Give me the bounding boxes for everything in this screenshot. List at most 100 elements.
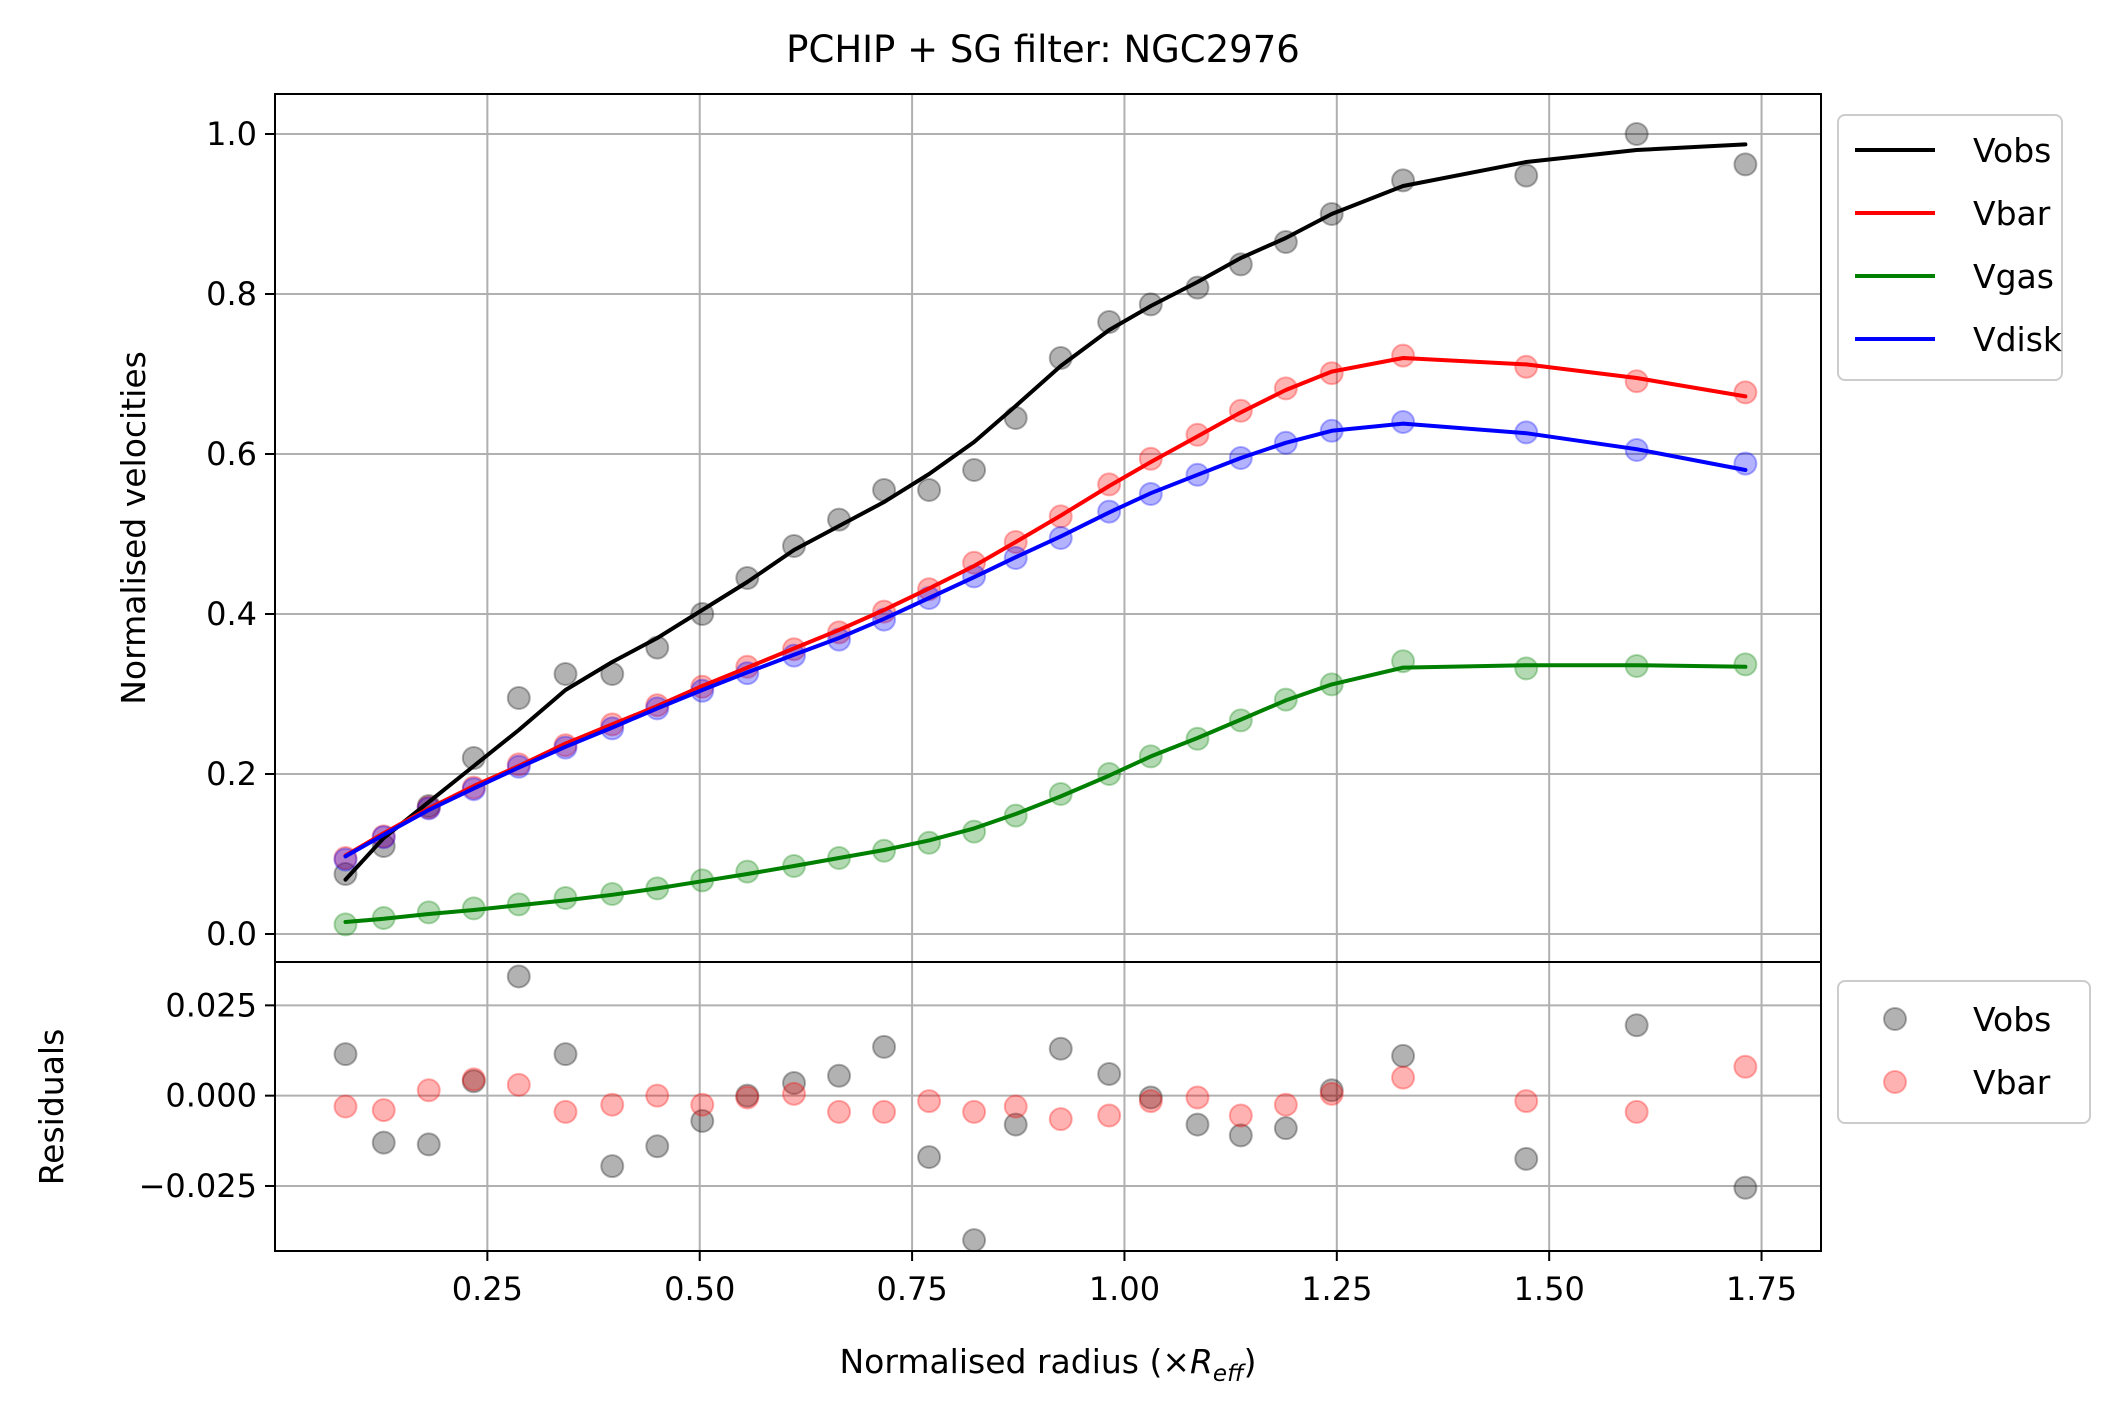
residual-point-vobs: [1185, 1112, 1210, 1137]
data-point-vobs: [1733, 152, 1758, 177]
residual-series-vbar: [333, 1054, 1758, 1132]
residual-point-vobs: [962, 1228, 987, 1253]
velocity-legend-box: [1837, 114, 2063, 381]
residual-point-vobs: [735, 1083, 760, 1108]
residual-point-vbar: [553, 1099, 578, 1124]
residual-point-vobs: [1391, 1043, 1416, 1068]
residual-point-vbar: [333, 1094, 358, 1119]
legend-marker-vbar: [1883, 1070, 1907, 1094]
velocity-panel: 0.0 0.2 0.4 0.6 0.8 1.0 Normalised velocities: [114, 93, 1822, 963]
residual-point-vbar: [416, 1078, 441, 1103]
data-point-vobs: [1624, 122, 1649, 146]
residual-point-vobs: [506, 964, 531, 989]
velocity-y-ticks: 0.0 0.2 0.4 0.6 0.8 1.0: [206, 115, 275, 953]
residual-point-vobs: [1733, 1175, 1758, 1200]
residual-point-vbar: [461, 1067, 486, 1092]
residuals-grid: [275, 962, 1821, 1251]
residual-point-vbar: [1138, 1089, 1163, 1114]
residual-point-vbar: [600, 1092, 625, 1117]
top-y-tick-label: 0.2: [206, 755, 257, 793]
residual-point-vbar: [645, 1083, 670, 1108]
residuals-y-ticks: −0.025 0.000 0.025: [139, 986, 275, 1205]
residuals-legend-box: [1837, 980, 2091, 1124]
legend-label-vdisk: Vdisk: [1973, 320, 2063, 359]
residual-point-vobs: [645, 1134, 670, 1159]
data-point-vobs: [917, 478, 942, 502]
residual-point-vbar: [1048, 1107, 1073, 1132]
residual-point-vbar: [1228, 1103, 1253, 1128]
velocity-series: [333, 122, 1758, 937]
residuals-series: [333, 964, 1758, 1253]
residual-point-vobs: [1138, 1085, 1163, 1110]
top-y-tick-label: 0.6: [206, 435, 257, 473]
legend-label-vobs: Vobs: [1973, 1000, 2051, 1039]
residual-point-vbar: [1185, 1085, 1210, 1110]
legend-label-vbar: Vbar: [1973, 194, 2051, 233]
x-axis-label: Normalised radius (×Reff): [839, 1342, 1256, 1387]
data-point-vgas: [1514, 656, 1539, 681]
residual-point-vobs: [333, 1042, 358, 1067]
data-point-vobs: [553, 662, 578, 686]
residual-point-vobs: [1624, 1013, 1649, 1038]
residual-point-vbar: [1391, 1065, 1416, 1090]
residual-point-vobs: [1514, 1146, 1539, 1171]
chart-title: PCHIP + SG filter: NGC2976: [786, 28, 1300, 71]
data-point-vbar: [1733, 380, 1758, 405]
series-line-vgas: [343, 663, 1748, 924]
velocity-y-axis-label: Normalised velocities: [114, 351, 153, 705]
residual-point-vbar: [782, 1081, 807, 1106]
residual-point-vbar: [690, 1092, 715, 1117]
residual-point-vobs: [917, 1145, 942, 1170]
velocity-legend: Vobs Vbar Vgas Vdisk: [1837, 114, 2063, 381]
residual-point-vbar: [1514, 1089, 1539, 1114]
data-point-vbar: [1391, 343, 1416, 368]
residual-series-vobs: [333, 964, 1758, 1253]
series-line-vobs: [343, 142, 1748, 882]
top-y-tick-label: 0.0: [206, 915, 257, 953]
residual-point-vobs: [872, 1034, 897, 1059]
top-y-tick-label: 0.8: [206, 275, 257, 313]
x-tick-label: 0.75: [876, 1270, 947, 1308]
bot-y-tick-label: −0.025: [139, 1167, 257, 1205]
residuals-panel: −0.025 0.000 0.025 0.25 0.50 0.75 1.00 1.25 1.5…: [32, 961, 1822, 1387]
residual-point-vbar: [1273, 1092, 1298, 1117]
residual-point-vbar: [1003, 1094, 1028, 1119]
x-tick-label: 1.25: [1301, 1270, 1372, 1308]
data-point-vobs: [506, 686, 531, 710]
residual-point-vbar: [1733, 1054, 1758, 1079]
residual-point-vobs: [1003, 1112, 1028, 1137]
legend-label-vgas: Vgas: [1973, 257, 2054, 296]
residual-point-vobs: [690, 1108, 715, 1133]
data-point-vobs: [1514, 163, 1539, 188]
legend-label-vobs: Vobs: [1973, 131, 2051, 170]
residual-point-vbar: [735, 1085, 760, 1110]
residual-point-vobs: [1273, 1116, 1298, 1141]
residual-point-vobs: [371, 1130, 396, 1155]
x-tick-label: 1.50: [1514, 1270, 1585, 1308]
residual-point-vbar: [1624, 1099, 1649, 1124]
top-y-tick-label: 0.4: [206, 595, 257, 633]
residual-point-vbar: [827, 1099, 852, 1124]
residual-point-vobs: [827, 1063, 852, 1088]
x-tick-label: 0.25: [452, 1270, 523, 1308]
x-tick-label: 1.00: [1089, 1270, 1160, 1308]
residual-point-vobs: [1319, 1078, 1344, 1103]
data-point-vobs: [962, 458, 987, 482]
residuals-x-ticks: 0.25 0.50 0.75 1.00 1.25 1.50 1.75: [452, 1251, 1797, 1308]
residual-point-vbar: [917, 1089, 942, 1114]
data-point-vgas: [333, 912, 358, 937]
residuals-axes-frame: [274, 961, 1822, 1252]
residual-point-vobs: [416, 1132, 441, 1157]
legend-label-vbar: Vbar: [1973, 1063, 2051, 1102]
residual-point-vobs: [600, 1154, 625, 1179]
top-y-tick-label: 1.0: [206, 115, 257, 153]
x-tick-label: 1.75: [1726, 1270, 1797, 1308]
legend-marker-vobs: [1883, 1007, 1907, 1031]
residual-point-vobs: [461, 1069, 486, 1094]
residual-point-vbar: [371, 1098, 396, 1123]
series-line-vdisk: [343, 421, 1748, 859]
data-point-vgas: [1733, 652, 1758, 677]
residual-point-vobs: [553, 1042, 578, 1067]
